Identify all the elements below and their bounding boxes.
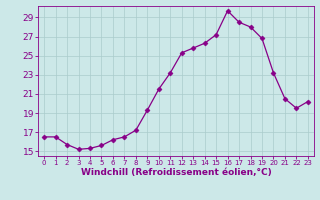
X-axis label: Windchill (Refroidissement éolien,°C): Windchill (Refroidissement éolien,°C) [81,168,271,177]
